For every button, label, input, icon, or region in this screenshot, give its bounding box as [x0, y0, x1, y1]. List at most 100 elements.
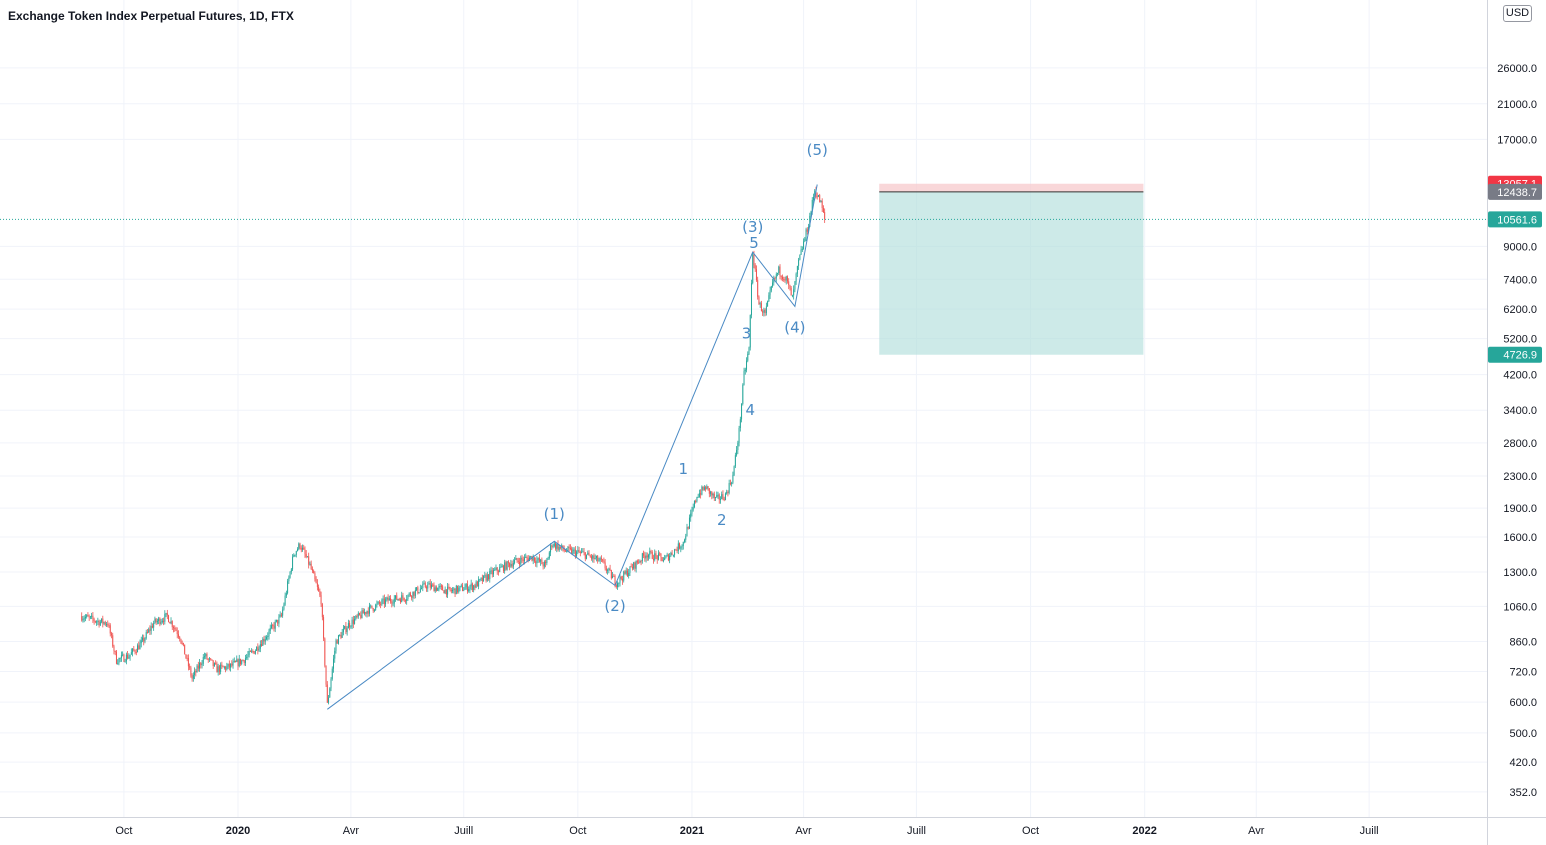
candle-body — [316, 583, 318, 587]
candle-body — [706, 486, 708, 490]
candle-body — [342, 628, 344, 633]
candle-body — [216, 664, 218, 673]
candle-body — [731, 482, 733, 484]
wave-label: 1 — [678, 460, 688, 478]
candle-body — [366, 611, 368, 614]
candle-body — [364, 612, 366, 614]
wave-label: 5 — [749, 234, 759, 252]
candle-body — [641, 553, 643, 562]
candle-body — [625, 570, 627, 574]
candle-body — [594, 558, 596, 560]
time-tick-label: Avr — [343, 825, 360, 837]
candle-body — [300, 547, 302, 550]
price-tick-label: 1060.0 — [1503, 601, 1537, 613]
candle-body — [615, 584, 617, 587]
candle-body — [160, 621, 162, 624]
candle-body — [196, 665, 198, 673]
candle-body — [346, 628, 348, 633]
candle-body — [630, 566, 632, 568]
candle-body — [416, 587, 418, 591]
time-tick-label: Juill — [454, 825, 473, 837]
candle-body — [297, 549, 299, 552]
candle-body — [710, 491, 712, 494]
candle-body — [258, 648, 260, 651]
candle-body — [448, 586, 450, 588]
candle-body — [728, 483, 730, 493]
candle-body — [109, 625, 111, 634]
price-tick-label: 26000.0 — [1497, 63, 1537, 75]
currency-button[interactable]: USD — [1503, 5, 1532, 22]
candle-body — [326, 684, 328, 703]
candle-body — [598, 560, 600, 562]
price-tick-label: 860.0 — [1509, 637, 1537, 649]
short-position-tool[interactable] — [879, 183, 1144, 355]
candle-body — [170, 621, 172, 624]
candle-body — [94, 621, 96, 623]
candle-body — [367, 611, 369, 614]
candle-body — [705, 487, 707, 490]
candle-body — [510, 563, 512, 567]
candle-body — [550, 545, 552, 553]
candle-body — [495, 567, 497, 570]
candle-body — [190, 667, 192, 676]
candle-body — [368, 605, 370, 614]
candle-body — [685, 536, 687, 540]
time-axis[interactable]: Oct 2020 Avr Juill Oct 2021 Avr Juill Oct 2022 Avr… — [0, 817, 1546, 838]
candle-body — [605, 568, 607, 571]
candle-body — [313, 570, 315, 574]
candle-body — [466, 584, 468, 592]
elliott-wave-lines[interactable] — [327, 184, 818, 710]
candle-body — [176, 630, 178, 635]
candle-body — [293, 554, 295, 557]
chart-title: Exchange Token Index Perpetual Futures, … — [8, 9, 294, 23]
candle-body — [817, 195, 819, 197]
candle-body — [232, 661, 234, 666]
candle-body — [341, 632, 343, 638]
candle-body — [239, 658, 241, 664]
candle-body — [486, 574, 488, 581]
candle-body — [700, 493, 702, 495]
candle-body — [168, 615, 170, 623]
candle-body — [708, 488, 710, 494]
candle-body — [321, 604, 323, 618]
candle-body — [438, 586, 440, 588]
candle-body — [538, 558, 540, 562]
candle-body — [108, 625, 110, 627]
candle-body — [636, 560, 638, 563]
candle-body — [578, 550, 580, 553]
candle-body — [201, 663, 203, 666]
time-tick-label: Oct — [569, 825, 586, 837]
candle-body — [796, 265, 798, 274]
price-tick-label: 420.0 — [1509, 757, 1537, 769]
candle-body — [739, 419, 741, 429]
candle-body — [470, 583, 472, 587]
candle-body — [617, 583, 619, 587]
candle-body — [429, 583, 431, 588]
candle-body — [473, 585, 475, 590]
candle-body — [288, 577, 290, 582]
candle-body — [373, 609, 375, 611]
time-tick-label: 2021 — [680, 825, 704, 837]
wave-label: 2 — [717, 511, 727, 529]
candle-body — [279, 614, 281, 617]
candle-body — [671, 552, 673, 555]
candle-body — [713, 493, 715, 499]
candle-body — [345, 626, 347, 633]
candle-body — [340, 635, 342, 638]
candle-body — [772, 282, 774, 287]
candle-body — [406, 599, 408, 601]
candle-body — [604, 562, 606, 569]
candle-body — [536, 559, 538, 564]
candle-body — [130, 652, 132, 655]
candle-body — [465, 584, 467, 588]
price-axis[interactable]: 352.0 420.0 500.0 600.0 720.0 860.0 1060.0 1300… — [1487, 0, 1538, 845]
candle-body — [651, 551, 653, 559]
candle-body — [579, 552, 581, 554]
candle-body — [680, 547, 682, 549]
candle-body — [443, 590, 445, 594]
candle-body — [252, 650, 254, 652]
candle-body — [783, 279, 785, 281]
candle-body — [568, 546, 570, 548]
candle-body — [624, 571, 626, 574]
